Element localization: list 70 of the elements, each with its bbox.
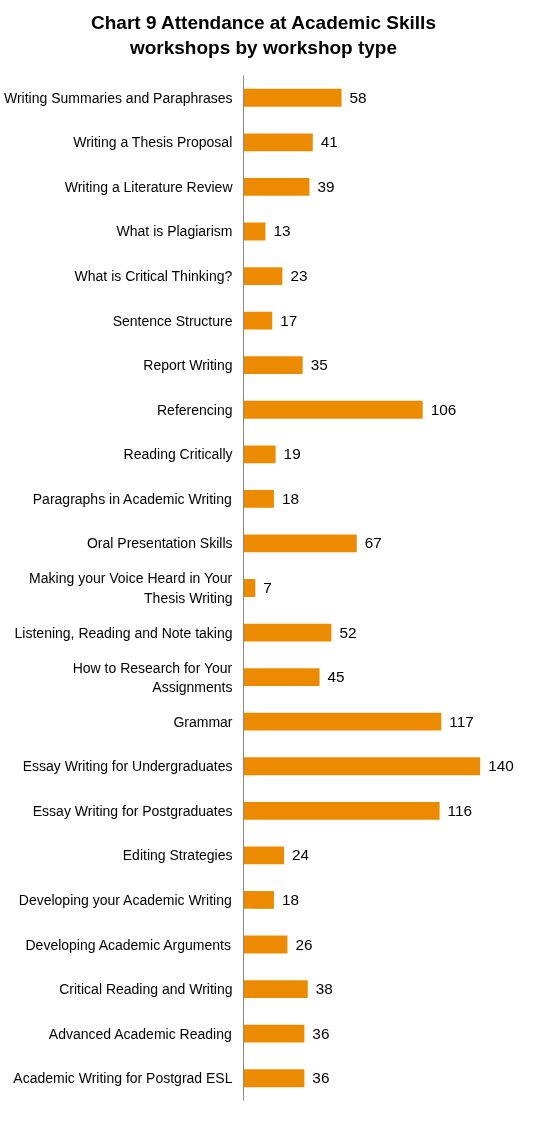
y-tick-label: Paragraphs in Academic Writing [32, 491, 232, 508]
y-tick-label: Reading Critically [123, 446, 233, 463]
y-tick-label: Oral Presentation Skills [87, 535, 233, 552]
bar [243, 980, 308, 999]
y-tick-label: What is Critical Thinking? [74, 268, 233, 285]
data-label: 18 [281, 490, 299, 508]
y-tick-label: Writing a Literature Review [64, 179, 234, 196]
bar [243, 935, 288, 954]
data-label: 18 [281, 891, 299, 909]
bar [243, 222, 266, 241]
data-label: 23 [290, 267, 308, 285]
y-tick-label: Writing a Thesis Proposal [73, 134, 233, 151]
data-label: 39 [317, 178, 335, 196]
data-label: 17 [280, 311, 298, 329]
bar [243, 891, 274, 910]
bar [243, 401, 423, 420]
y-tick-label: How to Research for Your Assignments [72, 659, 233, 696]
bar [243, 1025, 305, 1043]
data-label: 67 [364, 534, 382, 552]
bar [243, 846, 285, 865]
data-label: 117 [449, 713, 474, 731]
data-label: 52 [339, 623, 357, 641]
data-label: 45 [327, 668, 345, 686]
data-label: 13 [273, 222, 291, 240]
bar [243, 89, 342, 108]
y-tick-label: Report Writing [143, 357, 233, 374]
y-tick-label: Developing your Academic Writing [18, 892, 232, 909]
bar [243, 579, 256, 598]
y-tick-label: Editing Strategies [122, 847, 233, 864]
y-tick-label: Referencing [157, 402, 233, 419]
y-tick-label: Critical Reading and Writing [59, 981, 233, 998]
bar [243, 668, 320, 687]
data-label: 19 [283, 445, 301, 463]
y-tick-label: Advanced Academic Reading [48, 1026, 232, 1043]
bar [243, 356, 303, 375]
bar [243, 1069, 305, 1088]
bar [243, 133, 313, 152]
bar [243, 713, 442, 731]
bar [243, 312, 273, 330]
y-tick-label: Sentence Structure [112, 312, 233, 329]
data-label: 26 [295, 935, 313, 953]
data-label: 24 [292, 846, 310, 864]
bar [243, 490, 274, 509]
y-tick-label: What is Plagiarism [116, 223, 233, 240]
y-tick-label: Listening, Reading and Note taking [14, 624, 233, 641]
bar [243, 445, 276, 464]
bar [243, 534, 357, 553]
data-label: 36 [312, 1069, 330, 1087]
y-tick-label: Making your Voice Heard in Your Thesis Writing [29, 570, 233, 606]
bar [243, 624, 332, 642]
bar [243, 267, 283, 286]
data-label: 116 [447, 802, 473, 820]
y-tick-label: Writing Summaries and Paraphrases [4, 90, 233, 107]
data-label: 35 [310, 356, 328, 374]
bar [243, 757, 481, 776]
data-label: 7 [263, 579, 272, 597]
data-label: 58 [349, 89, 367, 107]
y-tick-label: Essay Writing for Undergraduates [22, 758, 233, 775]
y-tick-label: Academic Writing for Postgrad ESL [13, 1070, 233, 1087]
data-label: 38 [315, 980, 333, 998]
data-label: 36 [312, 1025, 330, 1043]
bar [243, 178, 310, 197]
y-tick-label: Developing Academic Arguments [25, 936, 231, 953]
y-tick-label: Essay Writing for Postgraduates [32, 803, 233, 820]
bar [243, 802, 440, 821]
data-label: 106 [430, 401, 457, 419]
data-label: 140 [488, 757, 514, 775]
chart-title: Chart 9 Attendance at Academic Skills workshops by workshop type [90, 11, 437, 60]
data-label: 41 [320, 133, 338, 151]
y-tick-label: Grammar [173, 714, 233, 731]
